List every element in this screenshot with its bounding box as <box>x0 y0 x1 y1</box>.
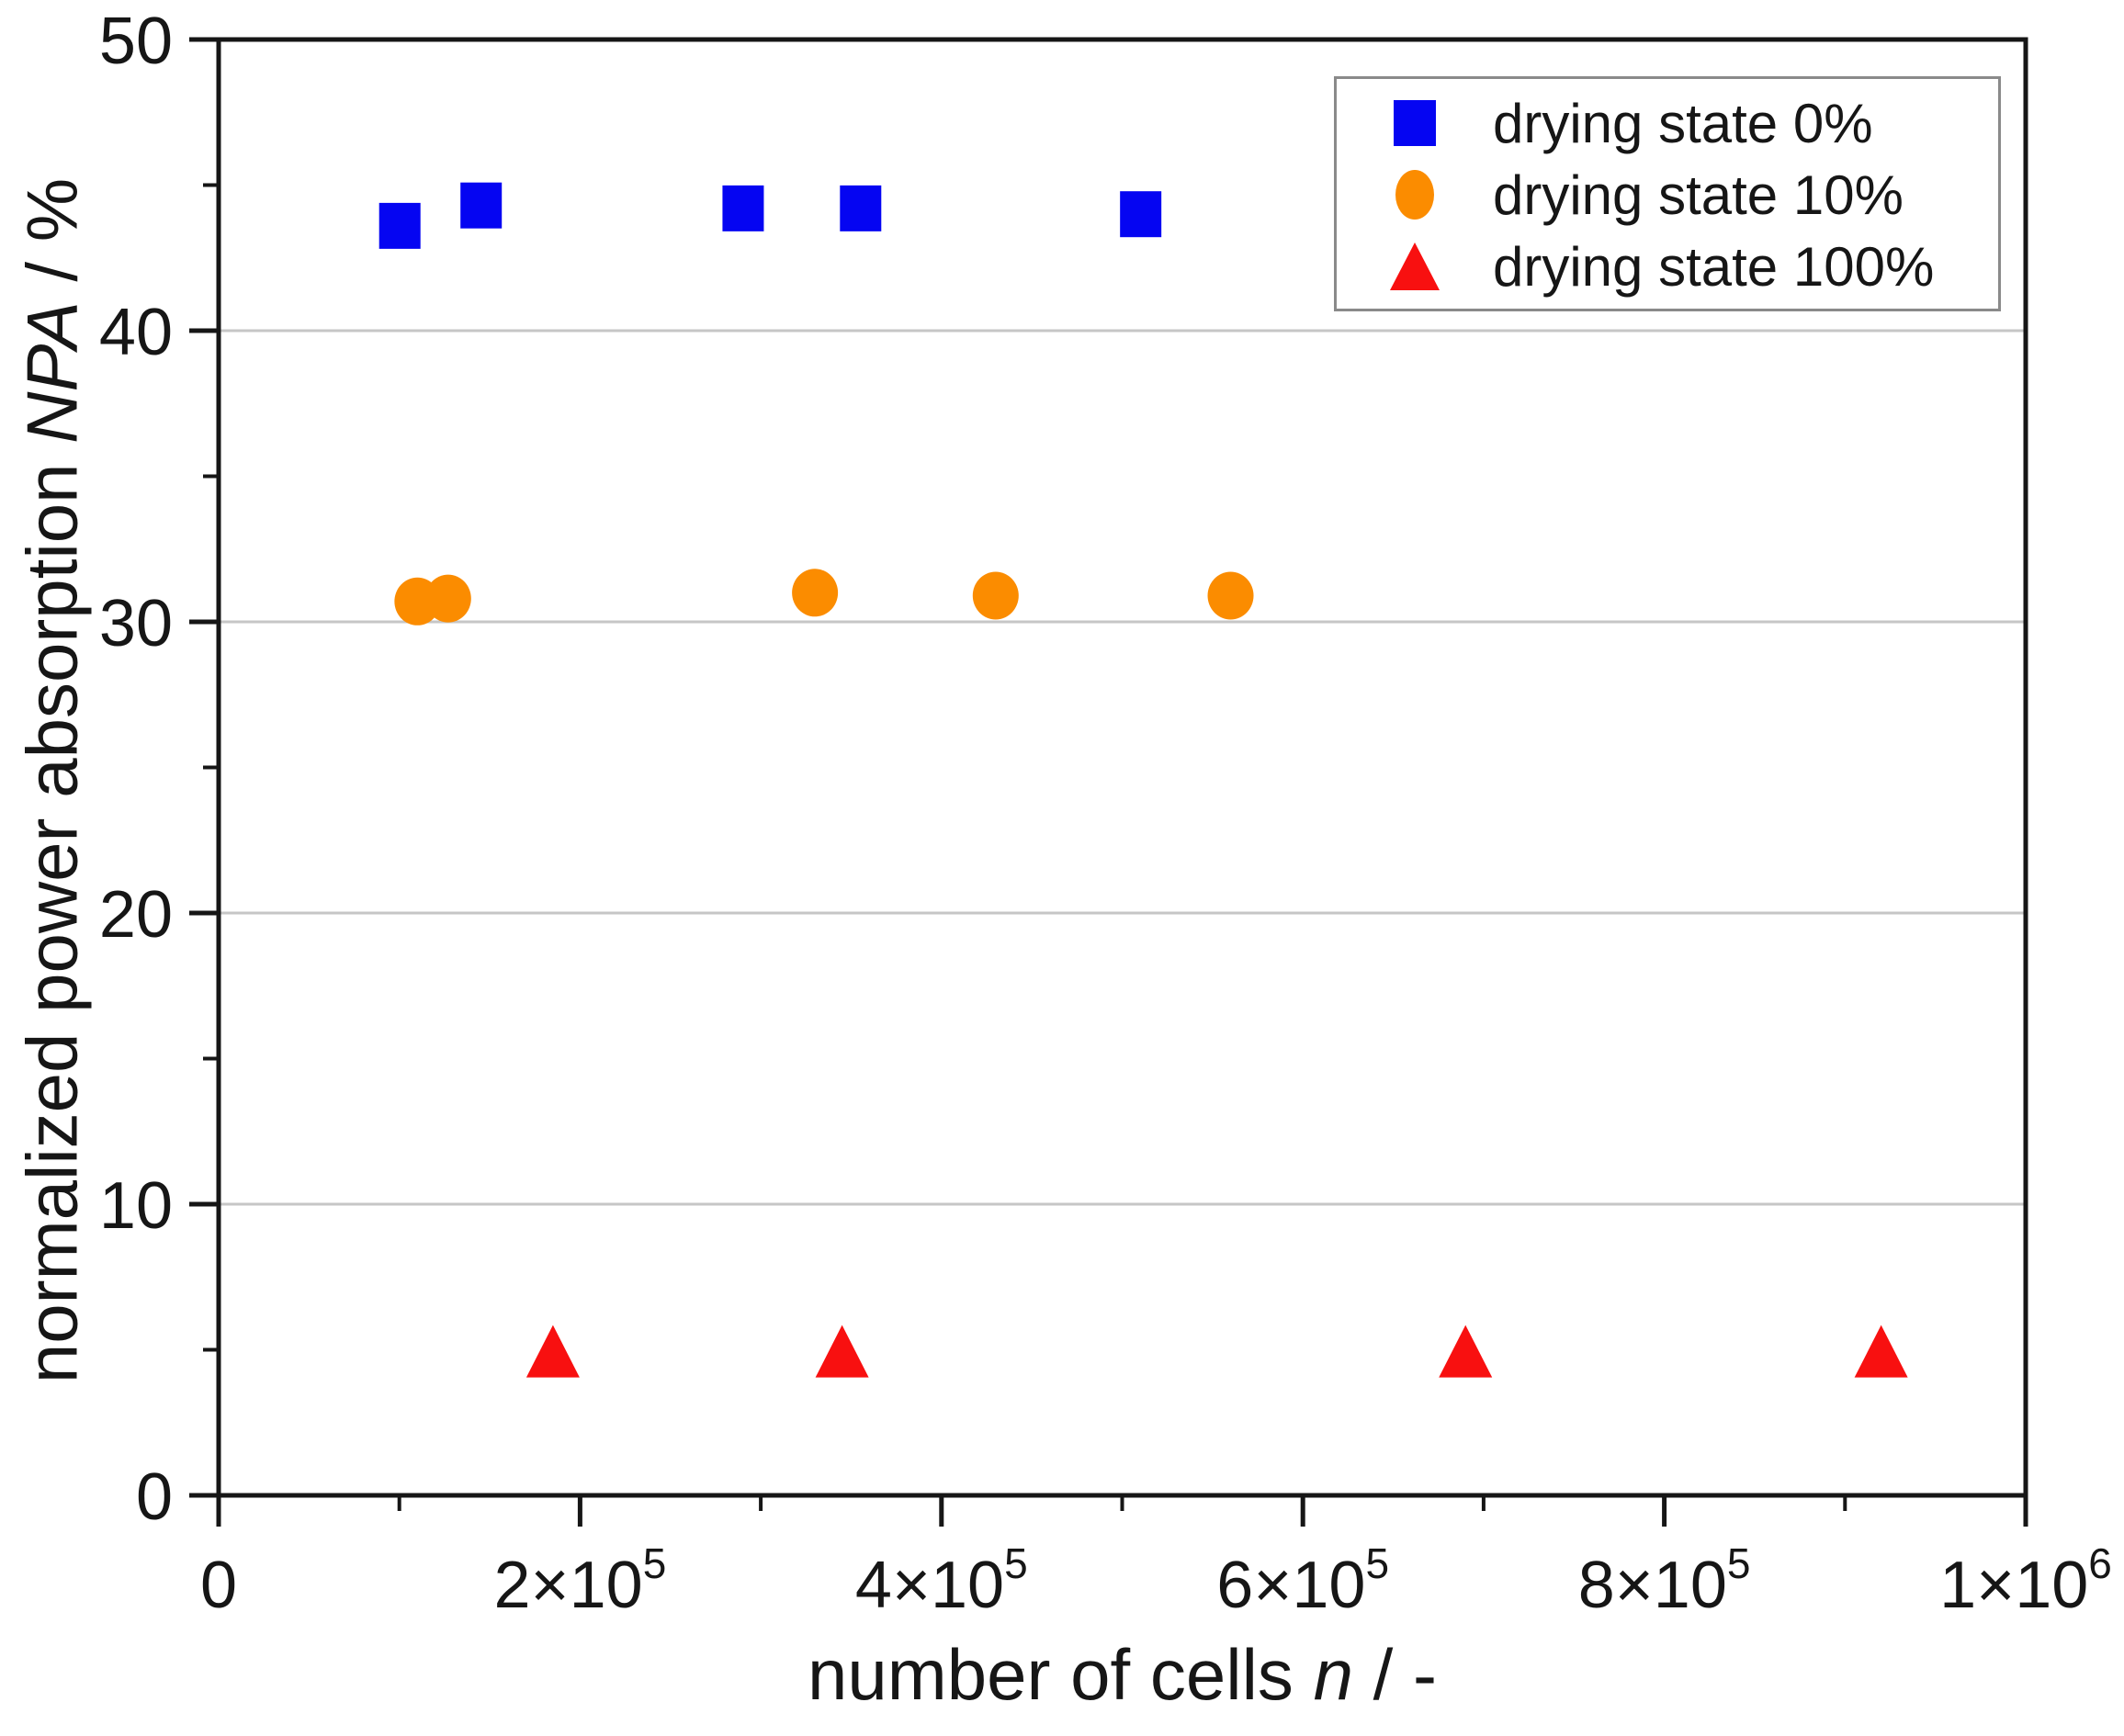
legend-label: drying state 10% <box>1493 163 1904 226</box>
data-point-square <box>378 202 421 249</box>
y-tick-label: 30 <box>99 587 173 660</box>
circle-marker-icon <box>1337 167 1493 222</box>
y-axis-title-units: / % <box>11 177 93 302</box>
legend-item-drying-state-0: drying state 0% <box>1337 90 1998 156</box>
x-axis-title: number of cells n / - <box>219 1633 2026 1717</box>
y-tick-label: 10 <box>99 1169 173 1243</box>
y-axis-title: normalized power absorption NPA / % <box>11 178 95 1383</box>
data-point-triangle <box>815 1325 869 1378</box>
x-axis-title-symbol: n <box>1313 1634 1353 1715</box>
y-tick-label: 0 <box>136 1460 173 1534</box>
data-point-square <box>460 182 503 229</box>
y-axis-title-text: normalized power absorption <box>11 443 93 1384</box>
triangle-marker-icon <box>1337 239 1493 294</box>
data-point-square <box>840 185 882 231</box>
data-point-circle <box>972 571 1019 620</box>
x-tick-label: 8×105 <box>1578 1539 1751 1622</box>
y-tick-label: 40 <box>99 296 173 369</box>
x-tick-label: 6×105 <box>1216 1539 1389 1622</box>
legend-label: drying state 0% <box>1493 92 1873 154</box>
data-point-triangle <box>525 1325 580 1378</box>
legend: drying state 0% drying state 10% drying … <box>1334 76 2001 311</box>
data-point-square <box>1120 191 1162 238</box>
data-point-circle <box>792 569 839 617</box>
y-axis-title-symbol: NPA <box>11 301 93 444</box>
x-axis-title-units: / - <box>1352 1634 1437 1715</box>
x-tick-label: 1×106 <box>1939 1539 2112 1622</box>
data-point-triangle <box>1854 1325 1908 1378</box>
x-axis-title-text: number of cells <box>808 1634 1314 1715</box>
data-point-circle <box>424 574 471 623</box>
x-tick-label: 0 <box>200 1549 237 1622</box>
data-point-triangle <box>1439 1325 1493 1378</box>
y-tick-label: 20 <box>99 878 173 952</box>
x-tick-label: 4×105 <box>855 1539 1028 1622</box>
x-tick-label: 2×105 <box>494 1539 667 1622</box>
legend-item-drying-state-100: drying state 100% <box>1337 233 1998 299</box>
data-point-square <box>722 185 764 231</box>
square-marker-icon <box>1337 96 1493 151</box>
legend-label: drying state 100% <box>1493 235 1935 298</box>
y-tick-label: 50 <box>99 5 173 78</box>
legend-item-drying-state-10: drying state 10% <box>1337 162 1998 228</box>
data-point-circle <box>1207 571 1254 620</box>
